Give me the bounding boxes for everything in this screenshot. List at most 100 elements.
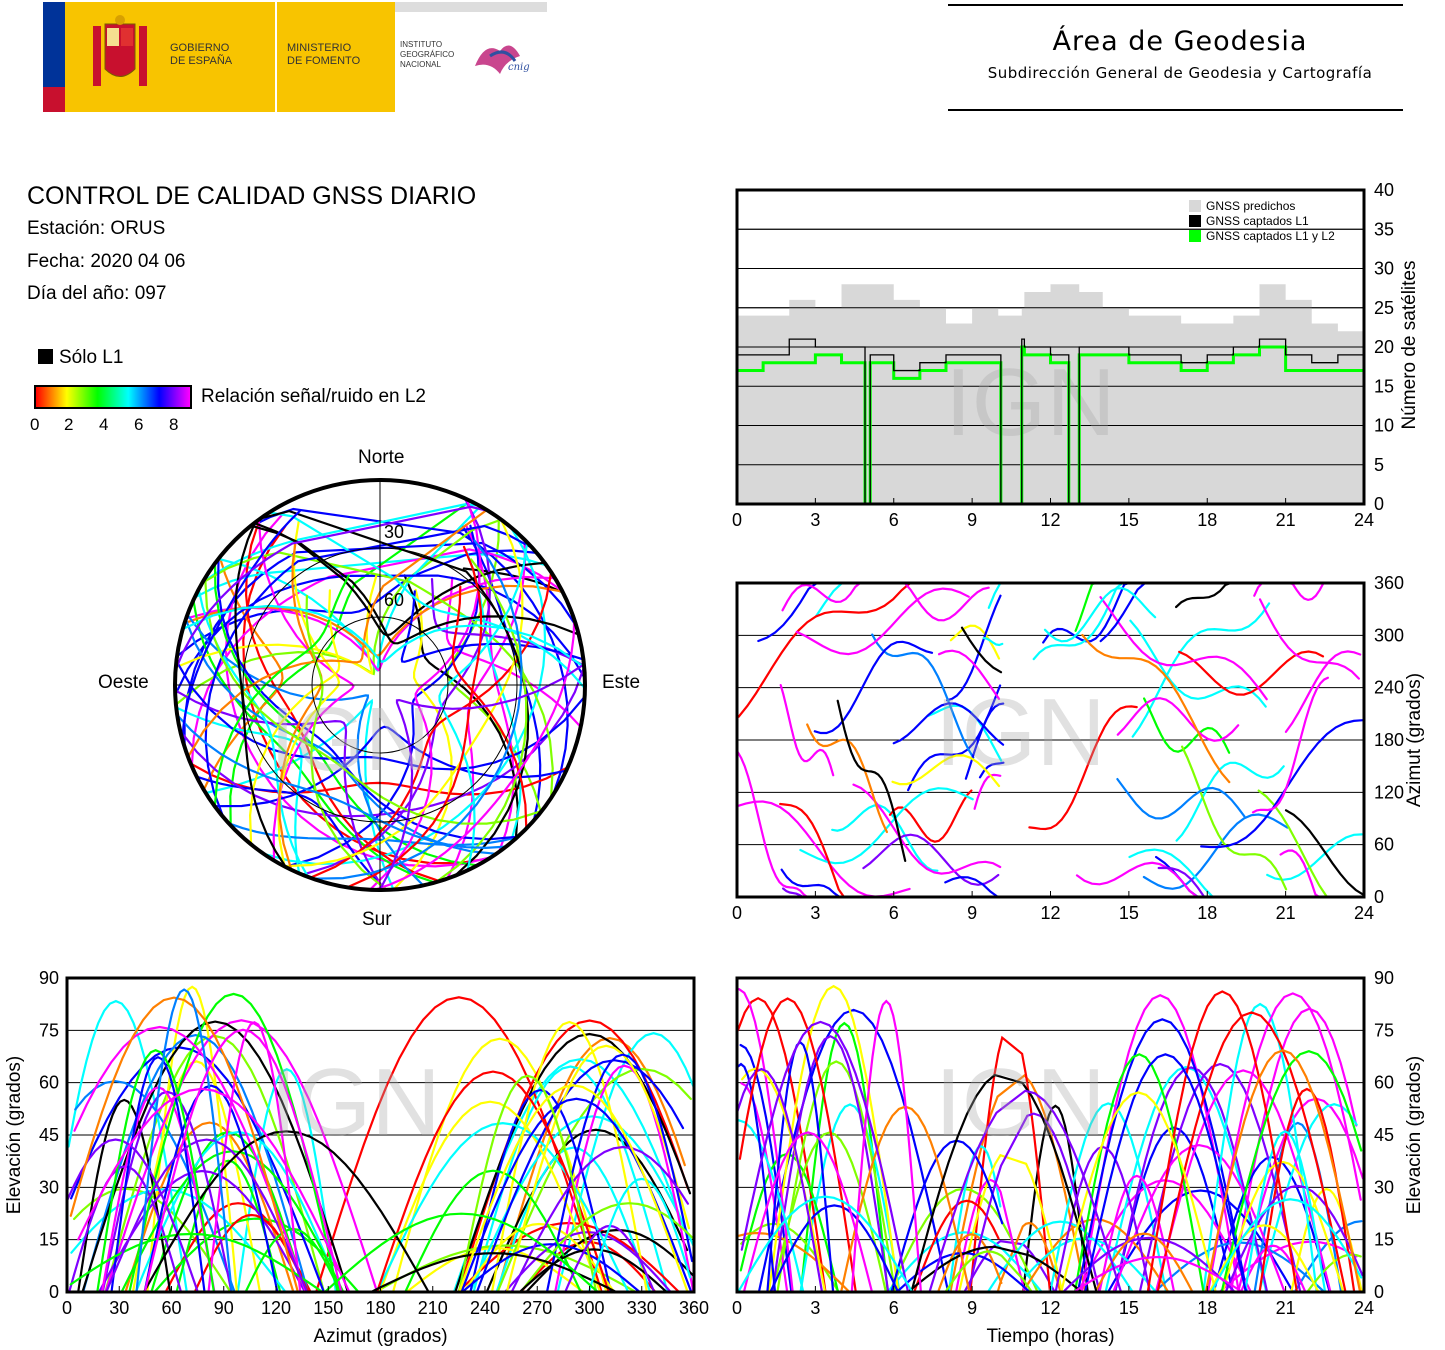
satellite-track bbox=[813, 640, 934, 735]
satellite-track bbox=[475, 1059, 685, 1294]
satellite-track bbox=[771, 1034, 890, 1294]
x-tick-label: 60 bbox=[161, 1298, 181, 1318]
satellite-track bbox=[143, 1084, 279, 1294]
y-tick-label: 90 bbox=[39, 968, 59, 988]
satellite-track bbox=[81, 1020, 349, 1294]
y-tick-label: 40 bbox=[1374, 180, 1394, 200]
satellite-track bbox=[891, 754, 1001, 788]
satellite-track bbox=[150, 1130, 306, 1294]
satellite-track bbox=[944, 1250, 1033, 1294]
satellite-track bbox=[1210, 1198, 1363, 1294]
x-tick-label: 3 bbox=[810, 903, 820, 923]
satellite-track bbox=[175, 549, 538, 658]
report-title: CONTROL DE CALIDAD GNSS DIARIO bbox=[27, 182, 477, 210]
x-tick-label: 0 bbox=[62, 1298, 72, 1318]
x-axis-label: Tiempo (horas) bbox=[986, 1326, 1114, 1347]
x-axis-label: Azimut (grados) bbox=[313, 1326, 447, 1347]
satellite-track bbox=[496, 1067, 692, 1294]
ign-top-bar bbox=[395, 2, 547, 12]
satellite-track bbox=[776, 1060, 897, 1294]
satellite-track bbox=[737, 1195, 914, 1294]
org1-label: GOBIERNO DE ESPAÑA bbox=[170, 42, 233, 67]
satellite-track bbox=[960, 626, 1003, 674]
direction-north: Norte bbox=[358, 447, 404, 468]
x-tick-label: 15 bbox=[1119, 903, 1139, 923]
y-axis-label: Azimut (grados) bbox=[1404, 673, 1425, 807]
legend-entry: GNSS captados L1 y L2 bbox=[1206, 229, 1335, 243]
date-label: Fecha: 2020 04 06 bbox=[27, 251, 186, 272]
y-tick-label: 30 bbox=[1374, 1177, 1394, 1197]
x-tick-label: 21 bbox=[1276, 903, 1296, 923]
l1-only-label: Sólo L1 bbox=[59, 347, 124, 368]
x-tick-label: 3 bbox=[810, 510, 820, 530]
satellite-track bbox=[1208, 1224, 1320, 1294]
x-tick-label: 12 bbox=[1040, 903, 1060, 923]
satellite-track bbox=[207, 1021, 302, 1294]
satellite-track bbox=[186, 508, 488, 758]
satellite-track bbox=[1142, 813, 1289, 890]
y-tick-label: 60 bbox=[1374, 835, 1394, 855]
satellite-track bbox=[978, 761, 1005, 779]
satellite-track bbox=[454, 1032, 692, 1294]
satellite-track bbox=[77, 1098, 172, 1294]
x-tick-label: 0 bbox=[732, 1298, 742, 1318]
satellite-track bbox=[66, 1138, 199, 1294]
skyplot-tracks bbox=[174, 497, 587, 892]
satellite-track bbox=[247, 507, 569, 797]
eu-stripe bbox=[43, 2, 65, 87]
satellite-track bbox=[1104, 1065, 1268, 1294]
y-tick-label: 15 bbox=[39, 1230, 59, 1250]
x-tick-label: 120 bbox=[261, 1298, 291, 1318]
satellite-track bbox=[495, 1146, 652, 1294]
satellite-track bbox=[368, 498, 482, 891]
satellite-track bbox=[257, 518, 355, 862]
snr-colorbar bbox=[34, 385, 192, 409]
x-tick-label: 270 bbox=[522, 1298, 552, 1318]
skyplot-ring-label: 60 bbox=[384, 590, 404, 610]
satellite-track bbox=[1054, 1145, 1151, 1294]
satellite-track bbox=[736, 1062, 777, 1294]
track-group bbox=[736, 984, 1364, 1294]
satellite-track bbox=[910, 1073, 1098, 1294]
satellite-track bbox=[831, 804, 939, 872]
org2-label: MINISTERIO DE FOMENTO bbox=[287, 42, 361, 67]
satellite-track bbox=[376, 1121, 630, 1294]
satellite-track bbox=[135, 988, 233, 1294]
x-tick-label: 21 bbox=[1276, 1298, 1296, 1318]
satellite-track bbox=[195, 775, 388, 891]
satellite-track bbox=[174, 505, 490, 671]
x-tick-label: 6 bbox=[889, 903, 899, 923]
satellite-track bbox=[937, 1233, 1003, 1294]
satellite-track bbox=[311, 539, 523, 880]
x-tick-label: 21 bbox=[1276, 510, 1296, 530]
satellite-track bbox=[469, 1088, 612, 1294]
satellite-track bbox=[458, 1084, 689, 1294]
satellite-track bbox=[1258, 598, 1360, 680]
satellite-track bbox=[1244, 1130, 1327, 1294]
satellite-track bbox=[928, 1089, 1123, 1294]
y-tick-label: 5 bbox=[1374, 455, 1384, 475]
satellite-track bbox=[143, 1028, 343, 1294]
satellite-track bbox=[268, 511, 587, 690]
header: GOBIERNO DE ESPAÑA MINISTERIO DE FOMENTO… bbox=[0, 0, 1445, 120]
satellite-track bbox=[457, 1074, 598, 1294]
satellite-track bbox=[186, 613, 425, 887]
x-tick-label: 180 bbox=[365, 1298, 395, 1318]
satellite-track bbox=[1128, 848, 1298, 899]
satellite-track bbox=[434, 558, 528, 884]
satellite-track bbox=[249, 524, 580, 645]
satellite-track bbox=[892, 702, 1005, 746]
satellite-track bbox=[937, 649, 1001, 700]
x-tick-label: 9 bbox=[967, 510, 977, 530]
satellite-track bbox=[1081, 633, 1231, 784]
satellite-track bbox=[262, 525, 547, 865]
x-tick-label: 24 bbox=[1354, 903, 1374, 923]
x-tick-label: 18 bbox=[1197, 510, 1217, 530]
satellite-track bbox=[1072, 1255, 1244, 1294]
watermark: IGN bbox=[945, 349, 1116, 456]
satellite-track bbox=[946, 594, 1002, 702]
satellite-track bbox=[175, 660, 586, 771]
satellite-track bbox=[176, 714, 508, 850]
